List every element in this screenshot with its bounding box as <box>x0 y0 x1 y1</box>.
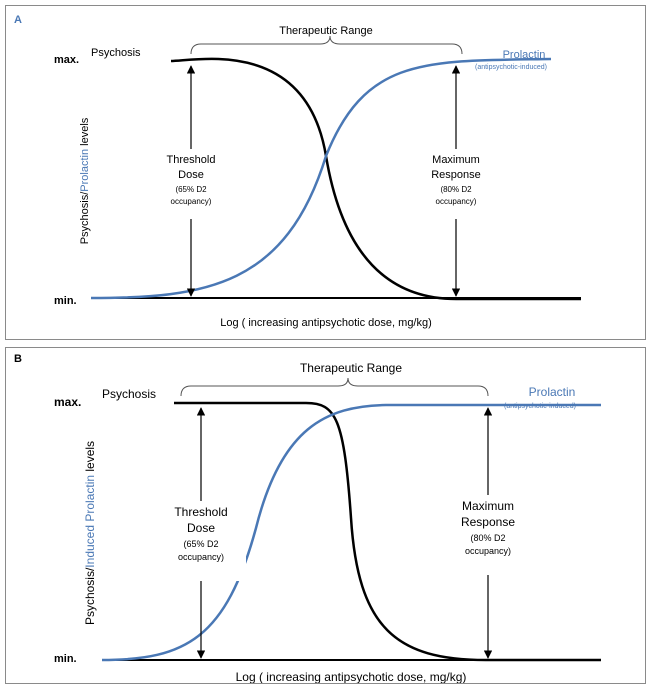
therapeutic-range-brace <box>180 377 489 397</box>
maximum-line-4: occupancy) <box>465 546 511 556</box>
y-min-label: min. <box>54 295 77 307</box>
threshold-line-4: occupancy) <box>171 197 212 206</box>
panel-a-figure: A Therapeutic Range max. min. Psychosis … <box>14 14 581 329</box>
psychosis-label: Psychosis <box>91 47 141 59</box>
maximum-line-2: Response <box>461 515 515 529</box>
y-min-label: min. <box>54 653 77 665</box>
panel-b-figure: B Therapeutic Range max. min. Psychosis … <box>14 353 601 683</box>
maximum-line-1: Maximum <box>432 154 480 166</box>
maximum-label-bg <box>443 495 533 575</box>
maximum-label-bg <box>416 149 496 219</box>
panel-b: B Therapeutic Range max. min. Psychosis … <box>5 347 646 684</box>
maximum-line-4: occupancy) <box>436 197 477 206</box>
threshold-line-2: Dose <box>178 169 204 181</box>
therapeutic-range-title: Therapeutic Range <box>300 361 402 375</box>
maximum-line-2: Response <box>431 169 481 181</box>
y-axis-label: Psychosis/Induced Prolactin levels <box>83 441 97 625</box>
panel-label: B <box>14 353 22 365</box>
x-axis-label: Log ( increasing antipsychotic dose, mg/… <box>220 317 432 329</box>
therapeutic-range-brace <box>190 35 463 55</box>
threshold-label-bg <box>156 501 246 581</box>
psychosis-label: Psychosis <box>102 387 156 401</box>
threshold-line-3: (65% D2 <box>183 539 218 549</box>
maximum-line-3: (80% D2 <box>470 533 505 543</box>
prolactin-sub-label: (antipsychotic-induced) <box>475 64 547 71</box>
threshold-line-4: occupancy) <box>178 552 224 562</box>
prolactin-sub-label: (antipsychotic-induced) <box>504 403 576 410</box>
psychosis-curve <box>170 57 581 301</box>
maximum-line-3: (80% D2 <box>440 185 472 194</box>
psychosis-curve <box>174 401 601 662</box>
maximum-line-1: Maximum <box>462 499 514 513</box>
panel-label: A <box>14 14 22 26</box>
y-max-label: max. <box>54 395 81 409</box>
threshold-line-2: Dose <box>187 521 215 535</box>
prolactin-curve <box>101 403 601 662</box>
x-axis-label: Log ( increasing antipsychotic dose, mg/… <box>236 670 467 683</box>
threshold-line-3: (65% D2 <box>175 185 207 194</box>
panel-a: A Therapeutic Range max. min. Psychosis … <box>5 5 646 340</box>
threshold-line-1: Threshold <box>167 154 216 166</box>
prolactin-label: Prolactin <box>529 385 576 399</box>
threshold-line-1: Threshold <box>174 505 227 519</box>
therapeutic-range-title: Therapeutic Range <box>279 25 373 37</box>
y-axis-label: Psychosis/Prolactin levels <box>79 117 91 244</box>
threshold-label-bg <box>151 149 231 219</box>
y-max-label: max. <box>54 54 79 66</box>
